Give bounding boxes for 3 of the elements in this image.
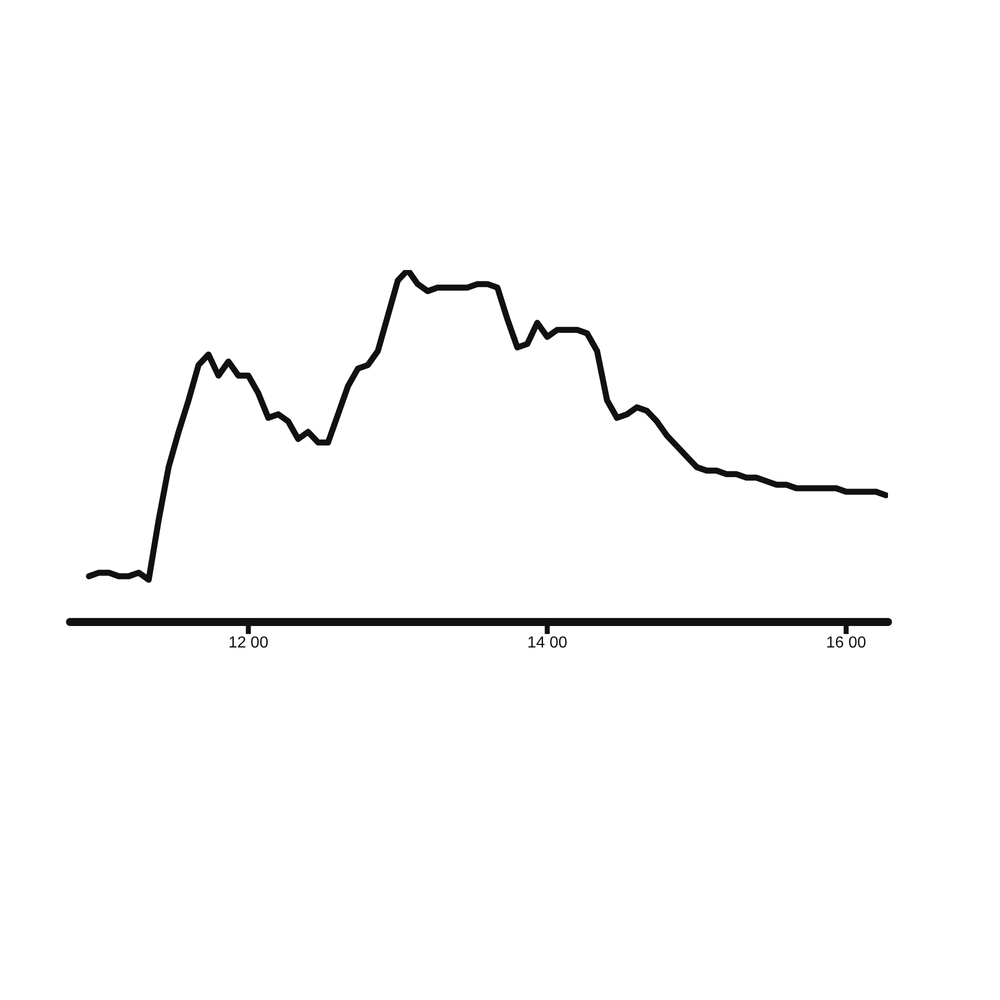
x-tick-label: 14 00 bbox=[527, 634, 568, 652]
x-tick-label: 16 00 bbox=[826, 634, 866, 652]
x-tick-label: 12 00 bbox=[228, 634, 268, 652]
